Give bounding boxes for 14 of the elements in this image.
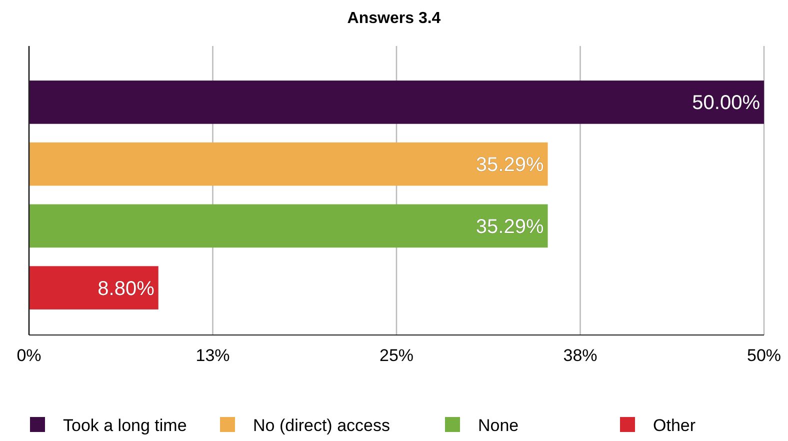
x-tick-label: 25% [379, 346, 414, 365]
data-label: 8.80% [98, 278, 155, 300]
legend-label: Took a long time [63, 416, 187, 435]
data-label: 35.29% [476, 216, 544, 238]
x-tick-label: 13% [196, 346, 230, 365]
legend-label: Other [653, 416, 696, 435]
x-tick-label: 38% [563, 346, 598, 365]
x-tick-label: 50% [746, 346, 782, 365]
data-label: 35.29% [476, 154, 544, 176]
data-label: 50.00% [692, 92, 760, 114]
x-tick-label: 0% [16, 346, 42, 365]
legend-label: None [478, 416, 519, 435]
chart-title: Answers 3.4 [347, 10, 441, 27]
legend-label: No (direct) access [253, 416, 390, 435]
